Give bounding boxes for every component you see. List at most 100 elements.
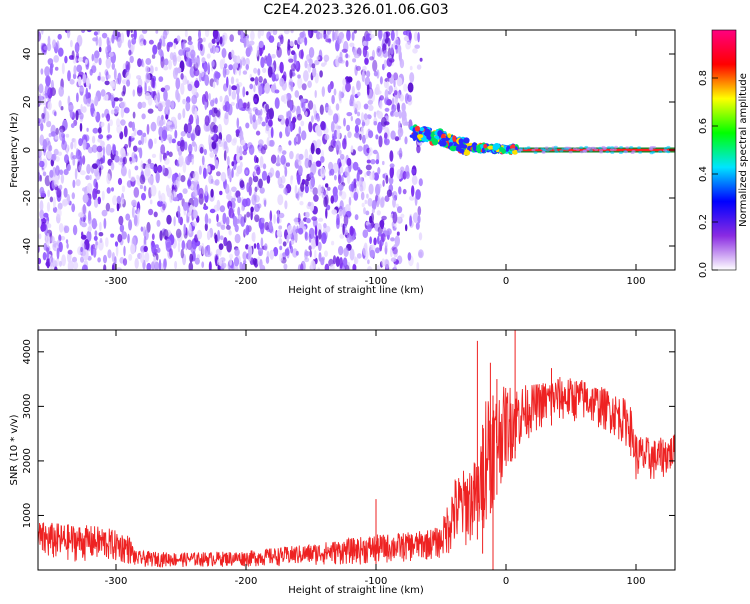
noise-blob — [188, 224, 192, 234]
noise-blob — [266, 137, 270, 147]
noise-blob — [297, 77, 303, 89]
noise-blob — [130, 243, 136, 255]
noise-blob — [130, 30, 133, 33]
noise-blob — [283, 187, 288, 195]
noise-blob — [46, 250, 50, 260]
noise-blob — [47, 101, 52, 111]
noise-blob — [142, 62, 145, 68]
noise-blob — [40, 217, 47, 226]
noise-blob — [91, 53, 95, 62]
noise-blob — [91, 218, 98, 230]
noise-blob — [248, 246, 253, 257]
noise-blob — [93, 235, 98, 241]
noise-blob — [97, 127, 102, 134]
noise-blob — [309, 179, 314, 190]
noise-blob — [226, 240, 232, 253]
noise-blob — [101, 190, 105, 201]
noise-blob — [162, 258, 167, 270]
noise-blob — [284, 166, 288, 177]
noise-blob — [226, 155, 230, 167]
signal-halo — [638, 151, 643, 154]
noise-blob — [331, 240, 335, 246]
noise-blob — [43, 242, 48, 251]
colorbar-label: Normalized spectral amplitude — [738, 73, 749, 227]
noise-blob — [390, 110, 394, 116]
noise-blob — [376, 264, 381, 270]
noise-blob — [292, 225, 297, 236]
noise-blob — [406, 94, 412, 103]
noise-blob — [294, 184, 298, 196]
noise-blob — [235, 78, 239, 83]
noise-blob — [152, 44, 158, 55]
noise-blob — [353, 232, 357, 237]
noise-blob — [236, 152, 242, 163]
noise-blob — [140, 160, 144, 172]
noise-blob — [202, 37, 206, 42]
noise-blob — [388, 58, 395, 63]
noise-blob — [278, 225, 283, 230]
noise-blob — [161, 114, 164, 121]
noise-blob — [119, 157, 124, 163]
spectrogram-x-tick-label: 0 — [503, 276, 509, 287]
noise-blob — [39, 186, 45, 196]
snr-frame — [37, 329, 676, 571]
noise-blob — [314, 257, 318, 265]
noise-blob — [82, 155, 86, 165]
noise-blob — [229, 34, 234, 42]
noise-blob — [133, 145, 138, 152]
noise-blob — [348, 196, 352, 206]
noise-blob — [295, 135, 299, 143]
noise-blob — [393, 78, 396, 88]
noise-blob — [43, 212, 49, 218]
noise-blob — [390, 130, 396, 140]
noise-blob — [230, 101, 235, 106]
noise-blob — [98, 239, 104, 251]
noise-blob — [184, 30, 188, 38]
noise-blob — [229, 257, 232, 266]
noise-blob — [335, 103, 340, 111]
noise-blob — [300, 38, 305, 44]
noise-blob — [220, 224, 226, 230]
noise-blob — [97, 196, 101, 205]
noise-blob — [382, 160, 385, 166]
noise-blob — [288, 58, 294, 63]
noise-blob — [56, 40, 60, 52]
noise-blob — [242, 70, 248, 75]
noise-blob — [333, 88, 337, 96]
noise-blob — [346, 30, 351, 42]
signal-halo — [582, 149, 587, 153]
noise-blob — [137, 78, 143, 88]
noise-blob — [270, 154, 277, 164]
noise-blob — [98, 47, 102, 53]
noise-blob — [58, 47, 64, 57]
noise-blob — [409, 72, 415, 83]
noise-blob — [121, 91, 126, 97]
noise-blob — [105, 57, 112, 69]
noise-blob — [386, 72, 392, 79]
colorbar-tick-label: 0.0 — [698, 262, 709, 278]
noise-blob — [355, 100, 362, 111]
noise-blob — [231, 161, 235, 167]
spectrogram-x-tick-label: 100 — [626, 276, 645, 287]
noise-blob — [131, 199, 137, 207]
noise-blob — [253, 170, 257, 177]
signal-blob — [483, 144, 488, 149]
noise-blob — [300, 120, 305, 127]
noise-blob — [325, 183, 329, 188]
noise-blob — [257, 30, 261, 39]
noise-blob — [277, 41, 282, 47]
noise-blob — [105, 237, 109, 248]
noise-blob — [311, 63, 316, 69]
noise-blob — [276, 229, 282, 238]
noise-blob — [278, 114, 284, 119]
noise-blob — [300, 192, 303, 198]
noise-blob — [180, 83, 185, 95]
noise-blob — [133, 153, 138, 159]
noise-blob — [204, 30, 210, 38]
noise-blob — [248, 144, 255, 156]
noise-blob — [222, 66, 227, 78]
noise-blob — [327, 109, 333, 116]
noise-blob — [110, 161, 115, 171]
noise-blob — [291, 50, 296, 56]
noise-blob — [198, 165, 202, 175]
